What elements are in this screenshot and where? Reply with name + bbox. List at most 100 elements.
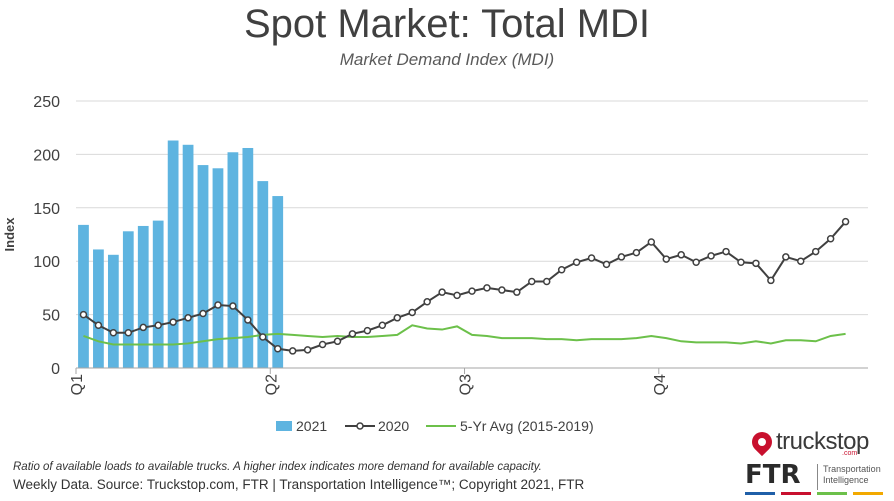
- point-2020: [662, 255, 671, 263]
- x-axis-quarter-ticks: Q1 Q2 Q3 Q4: [69, 368, 669, 395]
- line-2020: [82, 221, 847, 352]
- chart-title: Spot Market: Total MDI: [243, 2, 651, 46]
- footnote-definition: Ratio of available loads to available tr…: [13, 461, 542, 473]
- point-2020: [647, 238, 656, 246]
- bar-2021: [122, 231, 134, 368]
- bar-2021: [272, 196, 284, 368]
- ftr-logo: FTR Transportation Intelligence: [745, 460, 885, 496]
- legend-label-2020: 2020: [378, 418, 409, 434]
- mdi-chart: 0 50 100 150 200 250 Index Q1 Q2 Q3 Q4 2021 2020 5…: [2, 94, 868, 434]
- series-2020: [79, 217, 850, 355]
- point-2020: [139, 323, 147, 332]
- point-2020: [318, 340, 327, 349]
- bar-2021: [257, 181, 269, 368]
- x-tick-label: Q2: [263, 374, 280, 395]
- point-2020: [498, 286, 506, 294]
- legend: 2021 2020 5-Yr Avg (2015-2019): [276, 418, 594, 434]
- point-2020: [378, 321, 387, 330]
- point-2020: [692, 258, 700, 267]
- truckstop-wordmark: truckstop: [776, 428, 869, 455]
- point-2020: [348, 330, 357, 338]
- point-2020: [617, 253, 626, 261]
- gridlines: [76, 100, 868, 316]
- bar-2021: [212, 168, 224, 368]
- bar-2021: [93, 249, 104, 368]
- point-2020: [154, 321, 162, 330]
- y-tick-label: 0: [51, 361, 60, 378]
- bar-2021: [242, 147, 254, 368]
- ftr-divider: [817, 464, 818, 490]
- point-2020: [124, 329, 133, 337]
- point-2020: [438, 288, 446, 296]
- chart-subtitle: Market Demand Index (MDI): [339, 50, 555, 69]
- point-2020: [408, 308, 416, 317]
- point-2020: [244, 316, 252, 324]
- point-2020: [632, 248, 641, 257]
- point-2020: [572, 258, 581, 267]
- point-2020: [841, 217, 850, 226]
- truckstop-com: .com: [842, 450, 858, 457]
- ftr-subtitle: Transportation Intelligence: [823, 464, 881, 486]
- bar-2021: [182, 144, 194, 368]
- y-tick-label: 200: [33, 147, 60, 164]
- ftr-sub-line1: Transportation: [823, 464, 881, 474]
- point-2020: [782, 253, 790, 261]
- point-2020: [184, 314, 192, 322]
- point-2020: [229, 302, 237, 310]
- point-2020: [288, 347, 297, 355]
- point-2020: [677, 251, 685, 259]
- point-2020: [811, 247, 820, 256]
- legend-label-avg: 5-Yr Avg (2015-2019): [460, 418, 594, 434]
- point-2020: [483, 284, 491, 292]
- point-2020: [94, 321, 103, 330]
- point-2020: [363, 326, 372, 335]
- point-2020: [303, 346, 312, 354]
- avg-line: [83, 324, 846, 346]
- ftr-color-bars: [745, 492, 883, 495]
- point-2020: [273, 345, 282, 353]
- bar-2021: [152, 220, 164, 368]
- point-2020: [468, 287, 476, 295]
- point-2020: [707, 252, 715, 260]
- y-tick-label: 100: [33, 254, 60, 271]
- bar-2021: [78, 224, 89, 368]
- y-tick-label: 50: [42, 308, 60, 325]
- bar-2021: [107, 254, 119, 368]
- y-axis-ticks: 0 50 100 150 200 250: [33, 94, 60, 378]
- ftr-sub-line2: Intelligence: [823, 475, 869, 485]
- x-tick-label: Q1: [69, 374, 86, 395]
- truckstop-pin-icon: [747, 427, 777, 457]
- point-2020: [393, 314, 402, 322]
- point-2020: [826, 235, 835, 243]
- point-2020: [513, 288, 521, 296]
- point-2020: [214, 301, 222, 309]
- bar-2021: [197, 165, 209, 368]
- point-2020: [259, 333, 267, 341]
- y-tick-label: 250: [33, 94, 60, 111]
- legend-swatch-2021: [276, 421, 292, 431]
- ftr-wordmark: FTR: [745, 460, 801, 490]
- y-tick-label: 150: [33, 201, 60, 218]
- point-2020: [587, 254, 596, 262]
- point-2020: [79, 310, 88, 319]
- legend-marker-2020: [356, 422, 364, 430]
- point-2020: [752, 259, 760, 268]
- point-2020: [109, 329, 118, 337]
- point-2020: [722, 247, 730, 256]
- point-2020: [333, 337, 342, 346]
- footnote-source: Weekly Data. Source: Truckstop.com, FTR …: [13, 477, 585, 492]
- truckstop-logo: truckstop .com: [747, 427, 882, 457]
- point-2020: [737, 258, 745, 267]
- point-2020: [453, 291, 461, 300]
- bar-2021: [167, 140, 179, 368]
- point-2020: [602, 260, 611, 269]
- point-2020: [797, 257, 805, 265]
- bar-2021: [227, 152, 239, 368]
- point-2020: [528, 277, 536, 286]
- point-2020: [542, 277, 551, 286]
- x-tick-label: Q4: [652, 374, 669, 395]
- point-2020: [767, 276, 775, 285]
- bar-2021: [137, 225, 149, 368]
- y-axis-label: Index: [2, 217, 17, 252]
- legend-label-2021: 2021: [296, 418, 327, 434]
